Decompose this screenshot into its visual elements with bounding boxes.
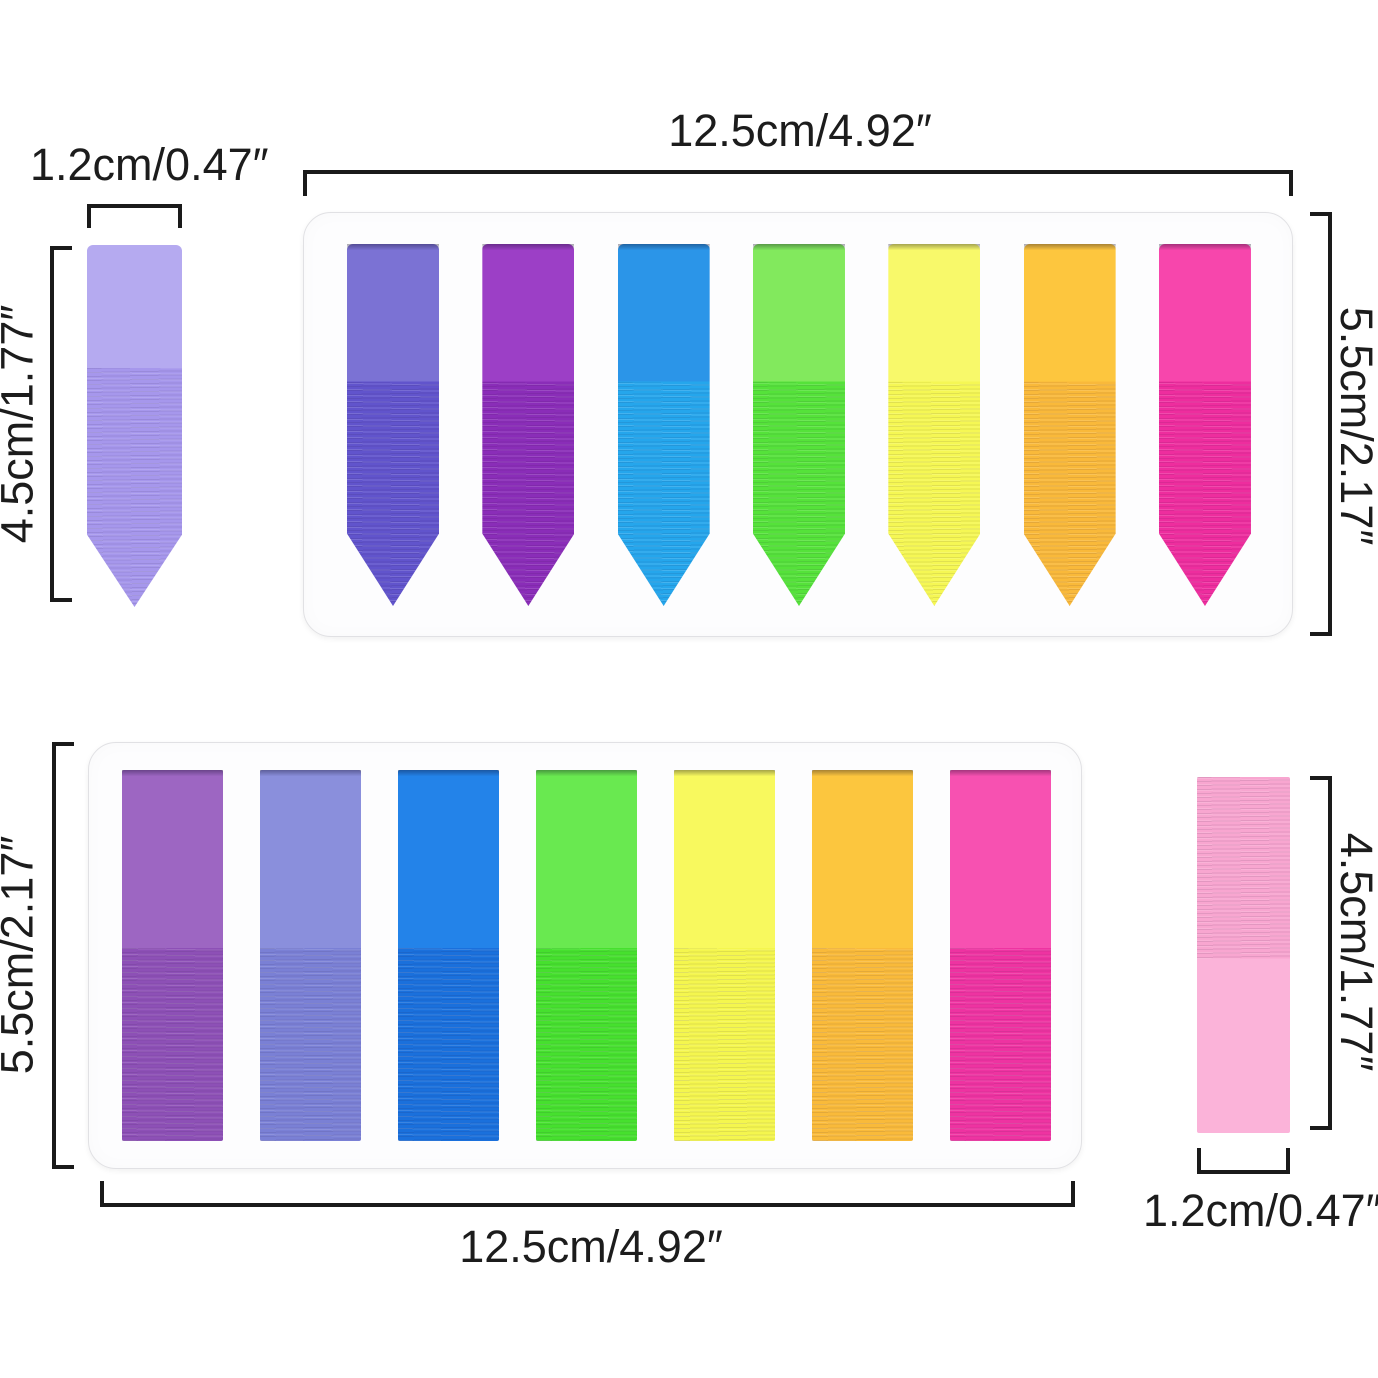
tab-stack-top-edge	[674, 770, 775, 776]
blue-index-tab	[398, 770, 499, 1141]
card-top-height-label: 5.5cm/2.17″	[1330, 306, 1378, 546]
violet-arrow-tab	[347, 244, 439, 606]
green-index-tab	[536, 770, 637, 1141]
crepe-texture	[87, 368, 182, 607]
periwinkle-index-tab	[260, 770, 361, 1141]
crepe-texture	[888, 381, 981, 606]
tab-stack-top-edge	[398, 770, 499, 776]
rect-tabs-row	[122, 770, 1051, 1141]
card-bottom-height-bracket	[52, 742, 74, 1169]
pink-index-tab	[950, 770, 1051, 1141]
card-bottom-width-label: 12.5cm/4.92″	[459, 1221, 723, 1272]
card-top-width-bracket	[303, 170, 1293, 196]
single-bottom-height-label: 4.5cm/1.77″	[1330, 832, 1378, 1072]
yellow-arrow-tab	[888, 244, 981, 606]
pink-arrow-tab	[1158, 244, 1251, 606]
card-bottom-height-label: 5.5cm/2.17″	[0, 835, 43, 1075]
rect-tabs-card	[88, 742, 1082, 1169]
tab-stack-top-edge	[482, 244, 575, 250]
lavender-arrow-tab	[87, 245, 182, 607]
tab-stack-top-edge	[752, 244, 845, 250]
crepe-texture	[482, 381, 575, 606]
tab-stack-top-edge	[888, 244, 981, 250]
crepe-texture	[674, 948, 775, 1141]
crepe-texture	[398, 948, 499, 1141]
crepe-texture	[1023, 381, 1116, 606]
arrow-tabs-card	[303, 212, 1293, 637]
tab-stack-top-edge	[950, 770, 1051, 776]
crepe-texture	[812, 948, 913, 1141]
tab-stack-top-edge	[617, 244, 710, 250]
blue-arrow-tab	[617, 244, 710, 606]
tab-stack-top-edge	[812, 770, 913, 776]
single-top-width-label: 1.2cm/0.47″	[30, 139, 269, 190]
tab-stack-top-edge	[260, 770, 361, 776]
arrow-tabs-row	[347, 244, 1251, 606]
single-bottom-height-bracket	[1310, 776, 1332, 1130]
tab-stack-top-edge	[1158, 244, 1251, 250]
single-bottom-width-bracket	[1197, 1148, 1290, 1174]
tab-stack-top-edge	[536, 770, 637, 776]
tab-stack-top-edge	[1023, 244, 1116, 250]
crepe-texture	[260, 948, 361, 1141]
orange-index-tab	[812, 770, 913, 1141]
crepe-texture	[536, 948, 637, 1141]
purple-index-tab	[122, 770, 223, 1141]
crepe-texture	[617, 381, 710, 606]
single-top-height-bracket	[50, 246, 72, 602]
single-bottom-tab-slot	[1197, 777, 1290, 1133]
orange-arrow-tab	[1023, 244, 1116, 606]
crepe-texture	[122, 948, 223, 1141]
tab-stack-top-edge	[122, 770, 223, 776]
green-arrow-tab	[752, 244, 845, 606]
single-bottom-width-label: 1.2cm/0.47″	[1143, 1185, 1378, 1236]
crepe-texture	[752, 381, 845, 606]
crepe-texture	[1158, 381, 1251, 606]
single-top-tab-slot	[87, 245, 182, 607]
single-top-width-bracket	[87, 204, 182, 228]
single-top-height-label: 4.5cm/1.77″	[0, 304, 43, 544]
crepe-texture	[1197, 777, 1290, 959]
tab-stack-top-edge	[347, 244, 439, 250]
card-top-width-label: 12.5cm/4.92″	[668, 105, 932, 156]
card-bottom-width-bracket	[100, 1181, 1075, 1207]
purple-arrow-tab	[482, 244, 575, 606]
crepe-texture	[347, 381, 439, 606]
pink-index-tab	[1197, 777, 1290, 1133]
yellow-index-tab	[674, 770, 775, 1141]
card-top-height-bracket	[1310, 212, 1332, 636]
crepe-texture	[950, 948, 1051, 1141]
